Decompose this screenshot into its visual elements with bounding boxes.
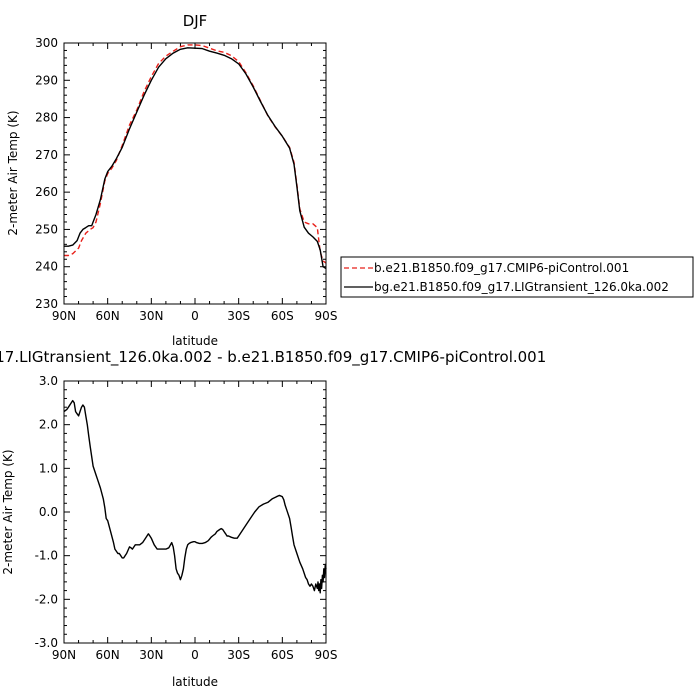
top-x-axis-label: latitude bbox=[172, 334, 218, 348]
legend: b.e21.B1850.f09_g17.CMIP6-piControl.001 … bbox=[340, 256, 694, 298]
top-x-tick-label: 60N bbox=[96, 309, 120, 323]
bottom-series-lines bbox=[63, 399, 327, 594]
top-y-tick-label: 300 bbox=[35, 36, 58, 50]
top-x-tick-label: 30S bbox=[227, 309, 250, 323]
bottom-x-axis-label: latitude bbox=[172, 675, 218, 689]
bottom-y-tick-label: 2.0 bbox=[39, 418, 58, 432]
top-x-tick-label: 90S bbox=[315, 309, 338, 323]
bottom-panel: bg.e21.B1850.f09_g17.LIGtransient_126.0k… bbox=[0, 348, 546, 689]
top-x-tick-label: 0 bbox=[191, 309, 199, 323]
top-y-tick-label: 280 bbox=[35, 111, 58, 125]
bottom-plot-frame bbox=[63, 380, 327, 644]
bottom-x-tick-label: 30S bbox=[227, 648, 250, 662]
bottom-x-tick-label: 30N bbox=[139, 648, 163, 662]
legend-label-lig: bg.e21.B1850.f09_g17.LIGtransient_126.0k… bbox=[374, 280, 669, 294]
bottom-x-tick-label: 60S bbox=[271, 648, 294, 662]
top-y-tick-label: 290 bbox=[35, 73, 58, 87]
top-x-tick-label: 90N bbox=[52, 309, 76, 323]
top-series-lines bbox=[64, 44, 327, 270]
top-y-tick-label: 260 bbox=[35, 185, 58, 199]
bottom-x-tick-label: 60N bbox=[96, 648, 120, 662]
top-x-tick-label: 30N bbox=[139, 309, 163, 323]
top-y-tick-label: 270 bbox=[35, 148, 58, 162]
top-chart-title: DJF bbox=[183, 12, 208, 30]
legend-label-control: b.e21.B1850.f09_g17.CMIP6-piControl.001 bbox=[374, 261, 629, 275]
bottom-y-tick-label: 3.0 bbox=[39, 374, 58, 388]
top-series-line-1 bbox=[64, 47, 327, 270]
bottom-y-tick-label: -3.0 bbox=[35, 636, 58, 650]
legend-box bbox=[340, 256, 694, 298]
top-x-tick-label: 60S bbox=[271, 309, 294, 323]
top-y-axis-label: 2-meter Air Temp (K) bbox=[6, 110, 20, 235]
bottom-y-tick-label: -1.0 bbox=[35, 549, 58, 563]
bottom-x-tick-label: 0 bbox=[191, 648, 199, 662]
top-plot-frame bbox=[63, 42, 327, 305]
bottom-y-tick-label: 1.0 bbox=[39, 461, 58, 475]
bottom-y-tick-label: 0.0 bbox=[39, 505, 58, 519]
bottom-axis-ticks: 90N 60N 30N 0 30S 60S 90S -3.0 -2.0 -1.0 0.0 1.0 2.0… bbox=[35, 374, 338, 662]
bottom-x-tick-label: 90S bbox=[315, 648, 338, 662]
top-y-tick-label: 240 bbox=[35, 260, 58, 274]
top-axis-ticks: 90N 60N 30N 0 30S 60S 90S 230 240 250 260 270 280 290… bbox=[35, 36, 337, 323]
bottom-y-axis-label: 2-meter Air Temp (K) bbox=[1, 449, 15, 574]
top-panel: DJF latitude 2-meter Air Temp (K) 90N 60N… bbox=[6, 12, 337, 348]
top-y-tick-label: 250 bbox=[35, 222, 58, 236]
bottom-y-tick-label: -2.0 bbox=[35, 592, 58, 606]
top-y-tick-label: 230 bbox=[35, 297, 58, 311]
bottom-chart-title: bg.e21.B1850.f09_g17.LIGtransient_126.0k… bbox=[0, 348, 546, 367]
bottom-x-tick-label: 90N bbox=[52, 648, 76, 662]
top-series-line-0 bbox=[64, 44, 327, 264]
bottom-series-line-0 bbox=[63, 399, 327, 594]
